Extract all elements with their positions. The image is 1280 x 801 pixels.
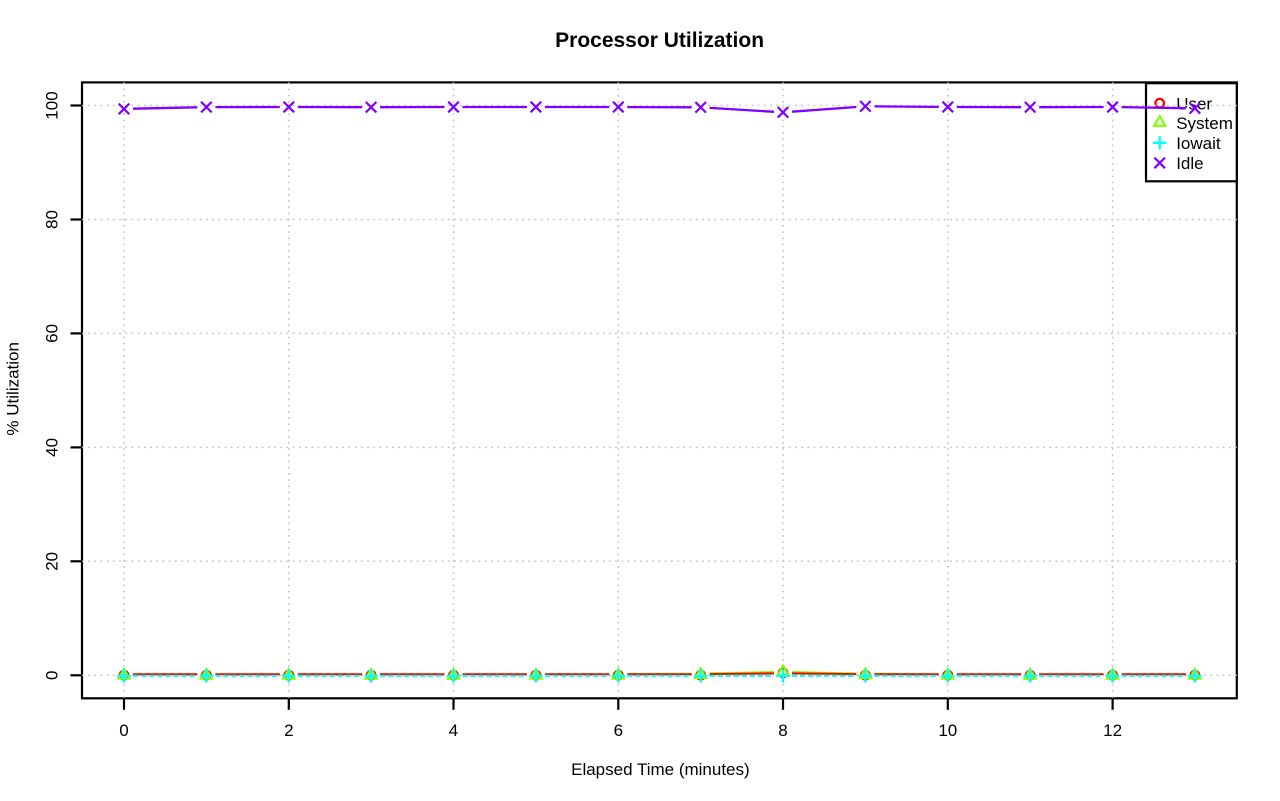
svg-text:% Utilization: % Utilization bbox=[4, 342, 23, 436]
svg-text:0: 0 bbox=[119, 721, 128, 740]
svg-text:8: 8 bbox=[778, 721, 787, 740]
svg-text:System: System bbox=[1176, 114, 1233, 133]
svg-text:Idle: Idle bbox=[1176, 154, 1203, 173]
svg-text:Elapsed Time (minutes): Elapsed Time (minutes) bbox=[571, 760, 750, 779]
svg-text:60: 60 bbox=[43, 324, 62, 343]
svg-text:2: 2 bbox=[284, 721, 293, 740]
svg-text:Processor Utilization: Processor Utilization bbox=[555, 29, 764, 52]
svg-text:20: 20 bbox=[43, 552, 62, 571]
svg-text:0: 0 bbox=[43, 671, 62, 680]
svg-text:100: 100 bbox=[43, 91, 62, 119]
svg-text:6: 6 bbox=[614, 721, 623, 740]
svg-text:10: 10 bbox=[938, 721, 957, 740]
svg-text:12: 12 bbox=[1103, 721, 1122, 740]
svg-text:4: 4 bbox=[449, 721, 458, 740]
svg-text:40: 40 bbox=[43, 438, 62, 457]
svg-text:80: 80 bbox=[43, 210, 62, 229]
svg-text:Iowait: Iowait bbox=[1176, 134, 1221, 153]
svg-text:User: User bbox=[1176, 94, 1212, 113]
